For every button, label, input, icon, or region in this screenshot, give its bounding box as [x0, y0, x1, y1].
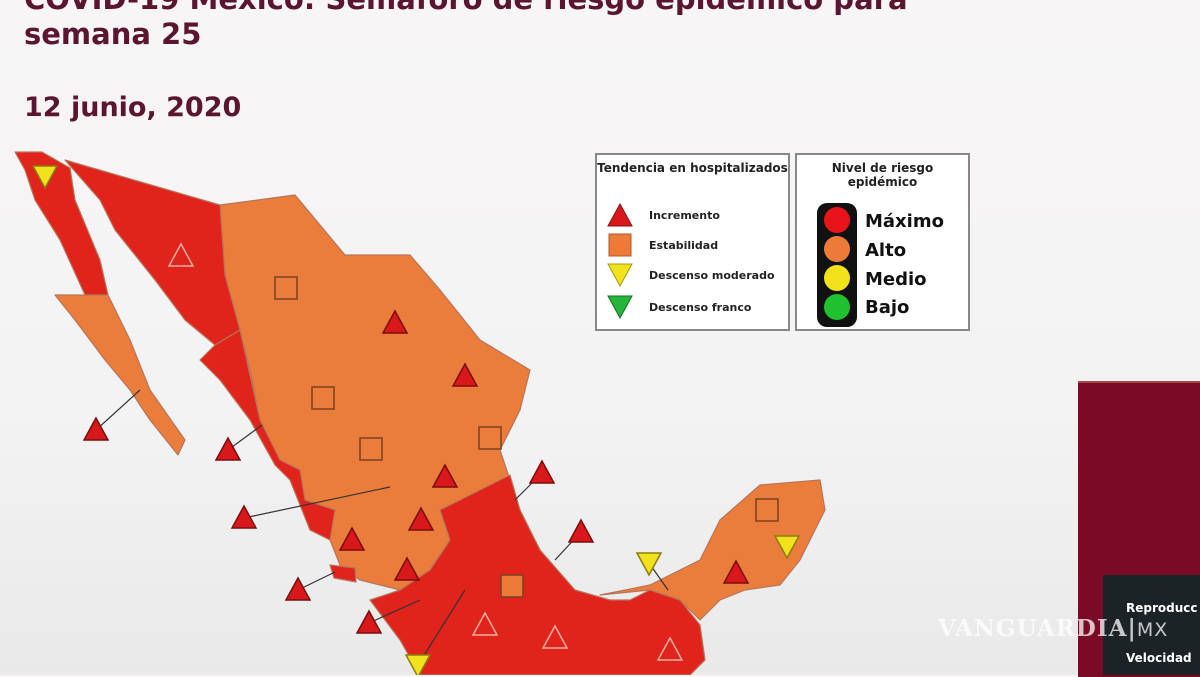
green-triangle-down-icon — [607, 295, 633, 319]
legend-item-estabilidad: Estabilidad — [607, 233, 718, 257]
marker-estabilidad — [755, 498, 779, 522]
level-bajo: Bajo — [865, 297, 910, 318]
date-label: 12 junio, 2020 — [24, 92, 242, 123]
legend-item-descenso-moderado: Descenso moderado — [607, 263, 775, 287]
marker-incremento — [82, 416, 110, 441]
marker-incremento — [338, 526, 366, 551]
page-title: COVID-19 México: Semáforo de riesgo epid… — [24, 0, 908, 51]
region-colima-maximo — [329, 564, 357, 583]
marker-incremento — [230, 504, 258, 529]
menu-item-speed[interactable]: Velocidad — [1126, 651, 1192, 665]
red-triangle-up-icon — [607, 203, 633, 227]
trend-legend-title: Tendencia en hospitalizados — [597, 161, 788, 175]
marker-estabilidad — [359, 437, 383, 461]
marker-incremento — [431, 463, 459, 488]
leader-line — [368, 599, 421, 624]
region-central-south-maximo — [369, 474, 706, 675]
marker-incremento — [284, 576, 312, 601]
region-baja-california-maximo — [14, 151, 109, 296]
legend-item-descenso-franco: Descenso franco — [607, 295, 751, 319]
orange-light-icon — [824, 236, 850, 262]
marker-incremento — [451, 362, 479, 387]
marker-estabilidad — [274, 276, 298, 300]
marker-incremento — [167, 242, 195, 267]
traffic-light-icon — [817, 203, 857, 327]
region-sinaloa-nayarit-maximo — [199, 329, 336, 541]
menu-item-playback[interactable]: Reproducc — [1126, 601, 1198, 615]
trend-legend: Tendencia en hospitalizados Incremento E… — [595, 153, 790, 331]
marker-incremento — [355, 609, 383, 634]
marker-estabilidad — [311, 386, 335, 410]
level-alto: Alto — [865, 240, 907, 261]
watermark: VANGUARDIA|MX — [938, 615, 1169, 642]
region-sonora-maximo — [64, 159, 241, 346]
risk-legend-title: Nivel de riesgo epidémico — [831, 161, 934, 189]
green-light-icon — [824, 294, 850, 320]
marker-incremento — [393, 556, 421, 581]
leader-line — [95, 389, 141, 431]
yellow-light-icon — [824, 265, 850, 291]
marker-estabilidad — [478, 426, 502, 450]
marker-descenso-moderado — [404, 654, 432, 675]
leader-line — [297, 571, 336, 591]
marker-incremento — [722, 559, 750, 584]
marker-descenso-moderado — [31, 165, 59, 190]
marker-incremento — [381, 309, 409, 334]
marker-estabilidad — [500, 574, 524, 598]
red-light-icon — [824, 207, 850, 233]
marker-incremento — [567, 518, 595, 543]
leader-line — [243, 486, 391, 519]
risk-legend: Nivel de riesgo epidémico Máximo Alto Me… — [795, 153, 970, 331]
marker-incremento — [407, 506, 435, 531]
leader-line — [417, 589, 466, 666]
marker-incremento — [656, 636, 684, 661]
level-medio: Medio — [865, 269, 927, 290]
marker-incremento — [528, 459, 556, 484]
level-maximo: Máximo — [865, 211, 944, 232]
yellow-triangle-down-icon — [607, 263, 633, 287]
marker-incremento — [541, 624, 569, 649]
leader-line — [227, 424, 263, 451]
marker-incremento — [214, 436, 242, 461]
marker-descenso-moderado — [773, 535, 801, 560]
region-yucatan-peninsula-alto — [599, 479, 826, 621]
marker-incremento — [471, 611, 499, 636]
video-settings-menu: Reproducc Velocidad — [1103, 575, 1200, 675]
legend-item-incremento: Incremento — [607, 203, 720, 227]
region-baja-california-sur-alto — [54, 294, 186, 456]
marker-descenso-moderado — [635, 552, 663, 577]
orange-square-icon — [608, 233, 632, 257]
